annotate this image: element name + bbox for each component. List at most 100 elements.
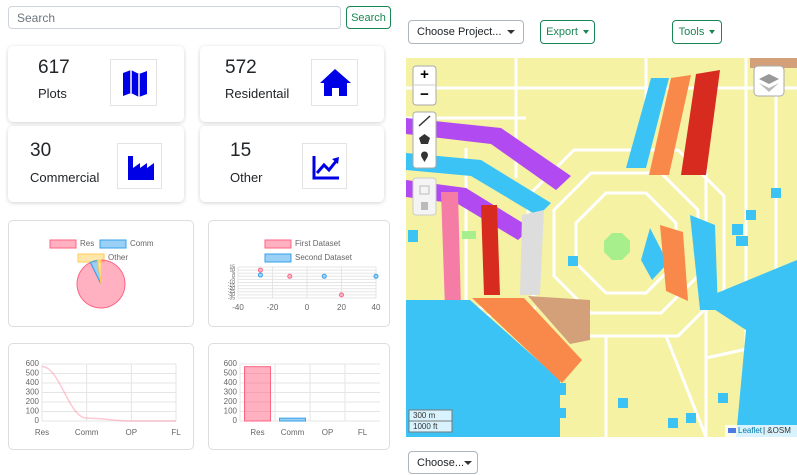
pie-slice: [96, 259, 102, 285]
stat-card: [200, 126, 384, 202]
zoom-out[interactable]: −: [420, 86, 429, 103]
stat-value: 617: [38, 57, 70, 78]
x-tick-label: FL: [358, 428, 368, 437]
zoom-in[interactable]: +: [420, 66, 429, 83]
stat-label: Residentail: [225, 86, 290, 101]
y-tick-label: 600: [26, 359, 40, 368]
y-tick-label: 200: [26, 397, 40, 406]
map[interactable]: + − 300 m 1000 ft Leaflet | &OSM: [406, 58, 797, 437]
x-tick-label: Comm: [281, 428, 305, 437]
y-tick-label: 100: [26, 407, 40, 416]
y-tick-label: 15: [229, 264, 235, 270]
scatter-point: [321, 273, 327, 279]
search-input[interactable]: Search: [8, 6, 341, 29]
y-tick-label: 300: [224, 388, 238, 397]
y-tick-label: -25: [228, 289, 235, 295]
scale-m: 300 m: [413, 411, 436, 420]
project-select[interactable]: Choose Project...: [408, 20, 524, 44]
tools-button[interactable]: Tools: [672, 20, 722, 44]
y-tick-label: -15: [228, 283, 235, 289]
scatter-point: [339, 292, 344, 298]
stat-value: 15: [230, 140, 252, 161]
x-tick-label: Comm: [75, 428, 99, 437]
y-tick-label: 5: [232, 271, 235, 277]
home-icon: [311, 59, 358, 106]
caret: [507, 30, 515, 34]
search-button-text: Search: [351, 11, 386, 24]
legend-label: Second Dataset: [295, 253, 353, 262]
stat-label: Other: [230, 170, 263, 185]
stat-value: 572: [225, 57, 257, 78]
y-tick-label: -5: [231, 277, 236, 283]
bottom-select[interactable]: Choose...: [408, 451, 478, 474]
caret: [464, 460, 473, 465]
bar: [279, 417, 306, 422]
y-tick-label: 200: [224, 397, 238, 406]
scatter-point: [257, 267, 263, 273]
y-tick-label: 0: [233, 416, 238, 425]
y-tick-label: -20: [228, 286, 235, 292]
legend-label: First Dataset: [295, 239, 341, 248]
y-tick-label: 100: [224, 407, 238, 416]
chart-icon: [302, 143, 347, 189]
stat-label: Plots: [38, 86, 67, 101]
project-select-text: Choose Project...: [417, 26, 502, 38]
chart-card: [8, 343, 194, 450]
scatter-point: [287, 273, 293, 279]
bottom-select-text: Choose...: [417, 456, 465, 469]
x-tick-label: Res: [250, 428, 264, 437]
map-icon: [110, 59, 157, 106]
x-tick-label: FL: [171, 428, 181, 437]
y-tick-label: 0: [232, 274, 235, 280]
draw-toolbar[interactable]: [412, 111, 437, 216]
scatter-point: [373, 273, 379, 279]
caret: [582, 30, 589, 34]
factory-icon: [117, 143, 162, 189]
caret: [709, 30, 716, 34]
attribution: | &OSM: [763, 426, 791, 435]
x-tick-label: -40: [232, 303, 244, 312]
y-tick-label: 600: [224, 359, 238, 368]
search-button[interactable]: Search: [346, 6, 391, 29]
x-tick-label: 40: [372, 303, 381, 312]
legend-label: Comm: [130, 239, 154, 248]
legend-label: Other: [108, 253, 128, 262]
legend-swatch: [264, 239, 292, 249]
stat-card: [8, 46, 184, 122]
x-tick-label: 20: [337, 303, 346, 312]
x-tick-label: OP: [322, 428, 334, 437]
y-tick-label: -35: [228, 295, 235, 301]
y-tick-label: 400: [26, 378, 40, 387]
legend-swatch: [99, 239, 127, 249]
stat-value: 30: [30, 140, 52, 161]
x-tick-label: Res: [35, 428, 49, 437]
y-tick-label: 0: [35, 416, 40, 425]
line-series: [41, 365, 176, 422]
y-tick-label: 300: [26, 388, 40, 397]
legend-swatch: [264, 253, 292, 263]
y-tick-label: 500: [224, 369, 238, 378]
x-tick-label: -20: [267, 303, 279, 312]
y-tick-label: 10: [229, 267, 235, 273]
x-tick-label: 0: [305, 303, 310, 312]
legend-label: Res: [80, 239, 94, 248]
stat-label: Commercial: [30, 170, 100, 185]
leaflet-link[interactable]: Leaflet: [738, 426, 763, 435]
tools-text: Tools: [678, 26, 705, 38]
bar: [244, 366, 271, 422]
scale-ft: 1000 ft: [413, 422, 438, 431]
export-button[interactable]: Export: [540, 20, 595, 44]
layers-button[interactable]: [753, 65, 785, 97]
x-tick-label: OP: [126, 428, 138, 437]
chart-card: [208, 343, 390, 450]
y-tick-label: -30: [228, 292, 235, 298]
y-tick-label: 500: [26, 369, 40, 378]
legend-swatch: [49, 239, 77, 249]
y-tick-label: 400: [224, 378, 238, 387]
y-tick-label: -10: [228, 280, 235, 286]
